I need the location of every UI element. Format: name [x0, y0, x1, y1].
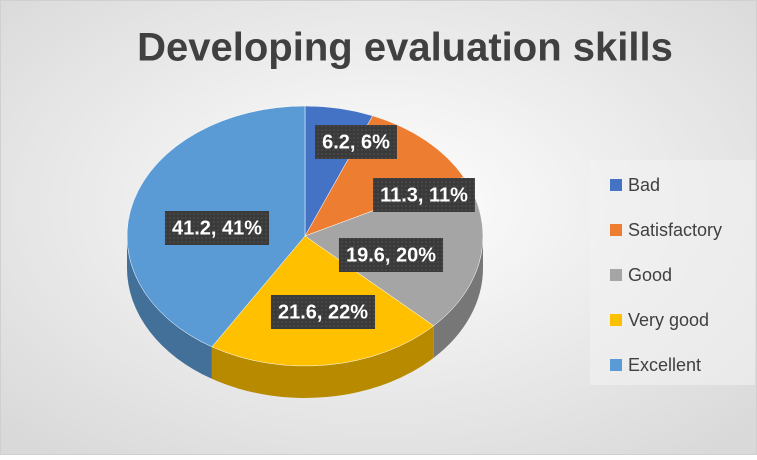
slice-side: [433, 236, 483, 358]
data-label: 11.3, 11%: [373, 178, 475, 212]
legend-label: Bad: [628, 175, 660, 195]
data-label-box: [164, 211, 270, 245]
data-label-box: [270, 295, 376, 329]
data-label-box: [373, 178, 475, 212]
legend-swatch: [610, 314, 622, 326]
slice: [304, 115, 465, 237]
data-label-box: [338, 238, 444, 272]
slice-side: [211, 325, 434, 398]
legend-swatch: [610, 269, 622, 281]
data-label-text: 11.3, 11%: [380, 184, 468, 206]
legend-label: Satisfactory: [628, 220, 722, 240]
data-label-text: 19.6, 20%: [346, 244, 436, 266]
legend-swatch: [610, 224, 622, 236]
chart-title: Developing evaluation skills: [137, 26, 673, 70]
data-label: 6.2, 6%: [315, 125, 397, 159]
data-label-text: 21.6, 22%: [278, 301, 368, 323]
data-label-text: 6.2, 6%: [322, 131, 390, 153]
data-label-box: [315, 125, 397, 159]
legend-label: Very good: [628, 310, 709, 330]
data-label: 41.2, 41%: [164, 211, 270, 245]
legend-label: Good: [628, 265, 672, 285]
data-label: 19.6, 20%: [338, 238, 444, 272]
legend-swatch: [610, 359, 622, 371]
slice-side: [126, 236, 212, 379]
data-label: 21.6, 22%: [270, 295, 376, 329]
data-label-text: 41.2, 41%: [172, 217, 262, 239]
legend-swatch: [610, 179, 622, 191]
legend-label: Excellent: [628, 355, 701, 375]
